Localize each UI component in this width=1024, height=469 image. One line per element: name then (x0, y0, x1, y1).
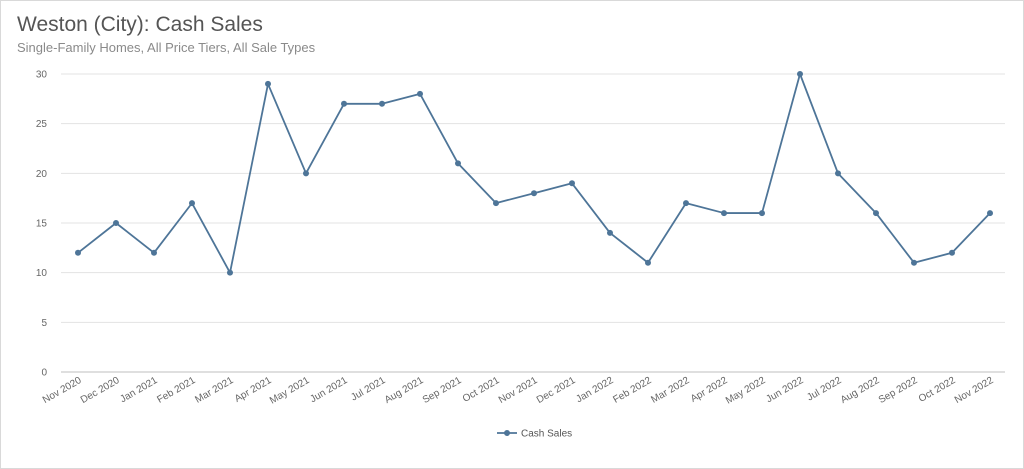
data-point[interactable] (949, 249, 955, 256)
y-tick-label: 30 (36, 70, 48, 81)
x-tick-label: Aug 2021 (383, 375, 426, 406)
data-point[interactable] (797, 71, 803, 77)
data-point[interactable] (303, 170, 309, 177)
x-tick-label: May 2021 (268, 375, 312, 407)
x-tick-label: Sep 2022 (877, 375, 920, 406)
x-tick-label: Oct 2021 (461, 375, 502, 405)
x-tick-label: Nov 2021 (497, 375, 540, 406)
data-point[interactable] (227, 269, 233, 276)
y-tick-label: 0 (41, 368, 47, 379)
legend-marker (504, 430, 510, 436)
data-point[interactable] (189, 200, 195, 207)
series-group (75, 71, 993, 276)
data-point[interactable] (265, 80, 271, 87)
x-tick-label: Feb 2021 (155, 375, 197, 406)
legend-label[interactable]: Cash Sales (521, 429, 572, 440)
y-tick-label: 5 (41, 318, 47, 329)
y-tick-label: 20 (36, 169, 48, 180)
x-tick-label: Dec 2020 (79, 375, 122, 406)
data-point[interactable] (455, 160, 461, 167)
data-point[interactable] (531, 190, 537, 197)
data-point[interactable] (493, 200, 499, 207)
data-point[interactable] (607, 229, 613, 236)
data-point[interactable] (151, 249, 157, 256)
x-tick-label: Dec 2021 (535, 375, 578, 406)
data-point[interactable] (75, 249, 81, 256)
x-tick-label: Aug 2022 (839, 375, 882, 406)
legend: Cash Sales (497, 429, 572, 440)
data-point[interactable] (341, 100, 347, 107)
data-point[interactable] (569, 180, 575, 187)
x-tick-label: Jan 2021 (118, 375, 160, 405)
x-tick-label: May 2022 (724, 375, 768, 407)
data-point[interactable] (759, 210, 765, 217)
y-tick-label: 15 (36, 219, 48, 230)
y-axis-ticks: 0 5 10 15 20 25 30 (36, 70, 48, 379)
x-tick-label: Feb 2022 (611, 375, 653, 406)
x-tick-label: Jul 2022 (805, 375, 844, 404)
x-tick-label: Mar 2021 (193, 375, 235, 406)
x-tick-label: Nov 2020 (41, 375, 84, 406)
data-point[interactable] (417, 90, 423, 97)
gridlines (61, 73, 1005, 373)
data-point[interactable] (721, 210, 727, 217)
x-tick-label: Mar 2022 (649, 375, 691, 406)
data-point[interactable] (645, 259, 651, 266)
data-point[interactable] (873, 210, 879, 217)
x-tick-label: Jan 2022 (574, 375, 616, 405)
x-tick-label: Jun 2022 (764, 375, 806, 405)
data-point[interactable] (835, 170, 841, 177)
data-point[interactable] (379, 100, 385, 107)
x-tick-label: Jun 2021 (308, 375, 350, 405)
data-point[interactable] (987, 210, 993, 217)
chart-subtitle: Single-Family Homes, All Price Tiers, Al… (17, 40, 316, 55)
data-point[interactable] (911, 259, 917, 266)
x-tick-label: Apr 2022 (689, 375, 730, 405)
y-tick-label: 25 (36, 119, 48, 130)
x-tick-label: Oct 2022 (917, 375, 958, 405)
x-tick-label: Sep 2021 (421, 375, 464, 406)
y-tick-label: 10 (36, 268, 48, 279)
chart-title: Weston (City): Cash Sales (17, 13, 263, 36)
x-tick-label: Apr 2021 (233, 375, 274, 405)
data-point[interactable] (683, 200, 689, 207)
x-tick-label: Jul 2021 (349, 375, 388, 404)
data-point[interactable] (113, 220, 119, 226)
x-tick-label: Nov 2022 (953, 375, 996, 406)
